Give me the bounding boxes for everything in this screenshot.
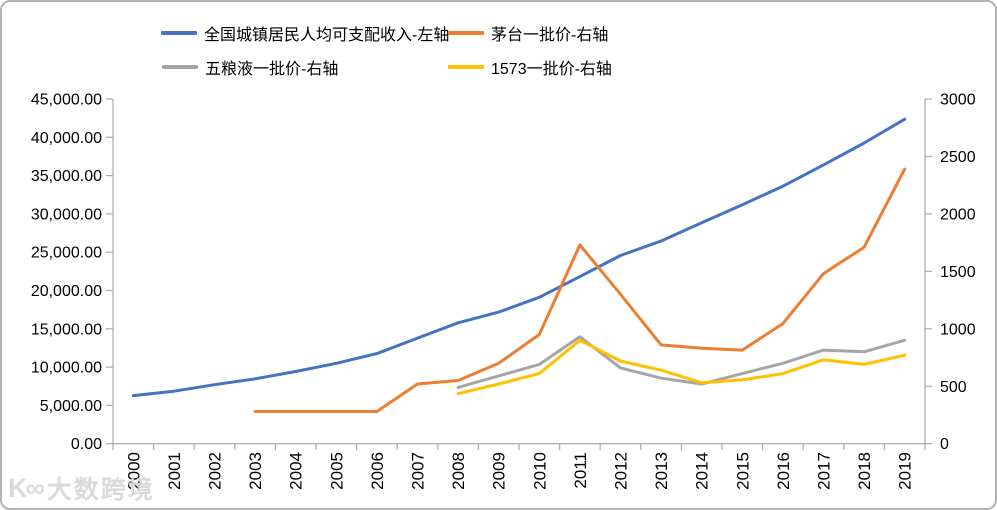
y-axis-left-tick-label: 5,000.00	[40, 398, 102, 415]
series-line-1	[253, 167, 907, 413]
y-axis-right-tick-label: 0	[940, 436, 949, 453]
y-axis-right-tick-label: 500	[940, 379, 967, 396]
y-axis-left-tick-label: 10,000.00	[31, 360, 102, 377]
x-axis-tick-label: 2002	[205, 452, 224, 490]
x-axis-tick-label: 2008	[449, 452, 468, 490]
legend-line-swatch-gray	[162, 65, 198, 69]
y-axis-left-tick-label: 35,000.00	[31, 168, 102, 185]
x-axis-tick-label: 2014	[693, 452, 712, 490]
y-axis-left-tick-label: 30,000.00	[31, 206, 102, 223]
legend-label: 全国城镇居民人均可支配收入-左轴	[204, 27, 450, 44]
legend-line-swatch-blue	[161, 31, 197, 35]
y-axis-right-tick-label: 2000	[940, 206, 976, 223]
x-axis-tick-label: 2007	[408, 452, 427, 490]
x-axis-tick-label: 2011	[571, 452, 590, 489]
y-axis-right-tick-label: 1000	[940, 321, 976, 338]
legend-label: 1573一批价-右轴	[491, 61, 612, 78]
x-axis-tick-label: 2003	[246, 452, 265, 490]
legend-line-swatch-yellow	[448, 65, 484, 69]
y-axis-left-tick-label: 45,000.00	[31, 92, 102, 109]
series-line-0	[131, 117, 907, 398]
x-axis-tick-label: 2005	[327, 452, 346, 490]
y-axis-right-tick-label: 3000	[940, 92, 976, 109]
x-axis-tick-label: 2012	[611, 452, 630, 490]
y-axis-left-tick-label: 20,000.00	[31, 283, 102, 300]
x-axis-tick-label: 2013	[652, 452, 671, 490]
legend-item-1573: 1573一批价-右轴	[448, 57, 612, 78]
x-axis-tick-label: 2017	[814, 452, 833, 490]
series-line-2	[456, 335, 907, 389]
legend-label: 五粮液一批价-右轴	[205, 61, 339, 78]
legend-label: 茅台一批价-右轴	[491, 27, 609, 44]
series-line-3	[456, 338, 907, 396]
y-axis-left-tick-label: 15,000.00	[31, 321, 102, 338]
x-axis-tick-label: 2016	[774, 452, 793, 490]
legend-item-income: 全国城镇居民人均可支配收入-左轴	[161, 23, 450, 44]
x-axis-tick-label: 2001	[165, 452, 184, 490]
y-axis-right-tick-label: 2500	[940, 149, 976, 166]
legend-item-maotai: 茅台一批价-右轴	[448, 23, 609, 44]
x-axis-tick-label: 2000	[124, 452, 143, 490]
legend-line-swatch-orange	[448, 31, 484, 35]
y-axis-left-tick-label: 40,000.00	[31, 130, 102, 147]
x-axis-tick-label: 2010	[530, 452, 549, 490]
y-axis-left-tick-label: 0.00	[71, 436, 102, 453]
x-axis-tick-label: 2015	[733, 452, 752, 490]
y-axis-left-tick-label: 25,000.00	[31, 245, 102, 262]
x-axis-tick-label: 2019	[896, 452, 915, 490]
x-axis-tick-label: 2006	[368, 452, 387, 490]
x-axis-tick-label: 2009	[490, 452, 509, 490]
x-axis-tick-label: 2004	[287, 452, 306, 490]
x-axis-tick-label: 2018	[855, 452, 874, 490]
y-axis-right-tick-label: 1500	[940, 264, 976, 281]
legend-item-wuliangye: 五粮液一批价-右轴	[162, 57, 339, 78]
